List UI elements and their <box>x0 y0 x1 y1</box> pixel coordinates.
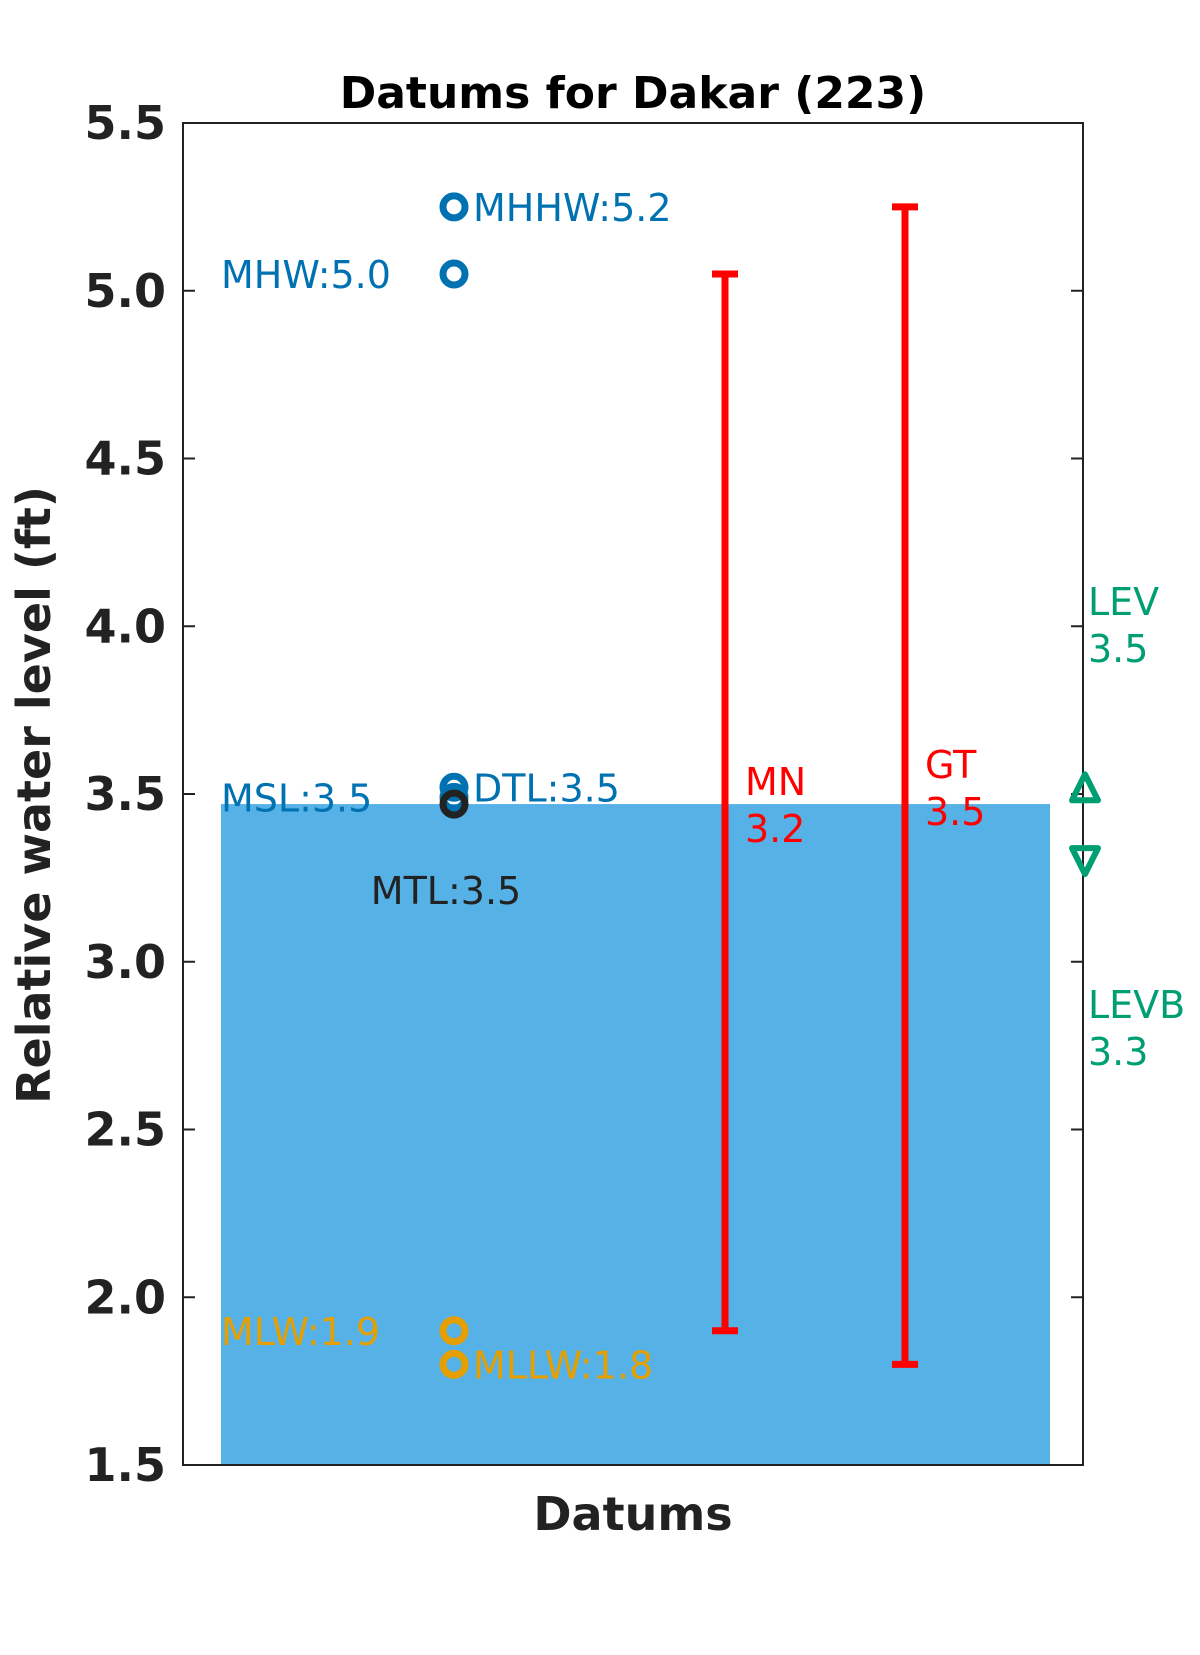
y-tick-label: 5.5 <box>85 96 167 150</box>
range-label-mn: MN <box>745 760 806 804</box>
datum-label-mlw: MLW:1.9 <box>221 1310 380 1354</box>
datum-label-mhhw: MHHW:5.2 <box>473 186 672 230</box>
y-tick-label: 3.0 <box>85 935 167 989</box>
extreme-value-lev: 3.5 <box>1088 627 1148 671</box>
y-tick-label: 4.5 <box>85 432 167 486</box>
chart-title: Datums for Dakar (223) <box>340 68 927 119</box>
datum-label-mhw: MHW:5.0 <box>221 253 391 297</box>
extreme-value-levb: 3.3 <box>1088 1030 1148 1074</box>
datum-label-dtl: DTL:3.5 <box>473 766 620 810</box>
range-value-mn: 3.2 <box>745 807 805 851</box>
datum-label-mllw: MLLW:1.8 <box>473 1343 653 1387</box>
x-axis-label: Datums <box>533 1487 732 1541</box>
y-tick-label: 4.0 <box>85 599 167 653</box>
y-tick-label: 2.5 <box>85 1103 167 1157</box>
y-tick-label: 5.0 <box>85 264 167 318</box>
extreme-marker-levb <box>1069 845 1101 878</box>
extreme-marker-lev <box>1069 771 1101 804</box>
y-tick-label: 3.5 <box>85 767 167 821</box>
datum-marker-mhw <box>439 259 469 289</box>
datum-marker-mhhw <box>439 192 469 222</box>
range-label-gt: GT <box>925 743 977 787</box>
datum-label-msl: MSL:3.5 <box>221 776 372 820</box>
extreme-label-levb: LEVB <box>1088 983 1185 1027</box>
y-tick-label: 1.5 <box>85 1438 167 1492</box>
water-level-fill <box>221 804 1050 1465</box>
range-value-gt: 3.5 <box>925 790 985 834</box>
datum-marker-dtl <box>439 772 469 802</box>
datum-label-mtl: MTL:3.5 <box>371 869 521 913</box>
y-axis-label: Relative water level (ft) <box>7 486 61 1104</box>
datum-marker-mlw <box>439 1316 469 1346</box>
extreme-label-lev: LEV <box>1088 580 1159 624</box>
y-tick-label: 2.0 <box>85 1270 167 1324</box>
datum-marker-mllw <box>439 1349 469 1379</box>
datum-marker-mtl <box>439 789 469 819</box>
